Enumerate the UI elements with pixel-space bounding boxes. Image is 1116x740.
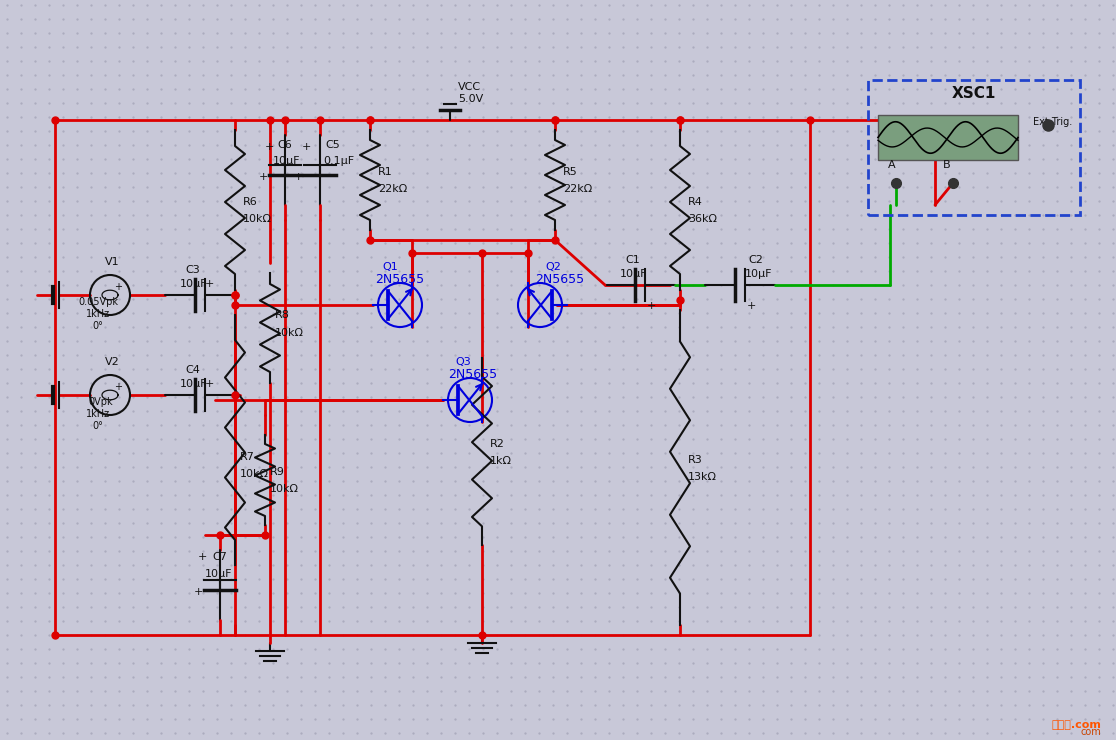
- Text: +: +: [198, 552, 208, 562]
- Text: VCC: VCC: [458, 82, 481, 92]
- Text: 36kΩ: 36kΩ: [687, 214, 716, 224]
- Text: +: +: [747, 301, 757, 311]
- Text: +: +: [264, 142, 275, 152]
- Text: R2: R2: [490, 439, 504, 449]
- Text: +: +: [205, 279, 214, 289]
- Text: 10μF: 10μF: [745, 269, 772, 279]
- Text: 0Vpk: 0Vpk: [88, 397, 113, 407]
- Text: +: +: [205, 379, 214, 389]
- Text: C4: C4: [185, 365, 200, 375]
- Text: 10μF: 10μF: [205, 569, 232, 579]
- Text: +: +: [294, 172, 304, 182]
- Text: V1: V1: [105, 257, 119, 267]
- Text: XSC1: XSC1: [952, 86, 997, 101]
- Text: +: +: [259, 172, 268, 182]
- Text: 10kΩ: 10kΩ: [240, 469, 269, 479]
- Text: A: A: [888, 160, 896, 170]
- Text: C1: C1: [625, 255, 639, 265]
- Text: R4: R4: [687, 197, 703, 207]
- Bar: [878, 115, 1018, 160]
- Text: 10μF: 10μF: [180, 279, 208, 289]
- Text: +: +: [647, 301, 656, 311]
- Text: 13kΩ: 13kΩ: [687, 472, 716, 482]
- Text: 10kΩ: 10kΩ: [270, 484, 299, 494]
- Text: C7: C7: [212, 552, 227, 562]
- Text: 0°: 0°: [92, 321, 103, 331]
- Text: R9: R9: [270, 467, 285, 477]
- Text: R8: R8: [275, 310, 290, 320]
- Text: Ext Trig.: Ext Trig.: [1033, 117, 1072, 127]
- Text: 10μF: 10μF: [180, 379, 208, 389]
- Text: 1kHz: 1kHz: [86, 309, 110, 319]
- Text: R1: R1: [378, 167, 393, 177]
- Text: +: +: [194, 587, 203, 597]
- Text: 22kΩ: 22kΩ: [378, 184, 407, 194]
- Text: R5: R5: [562, 167, 578, 177]
- Text: 22kΩ: 22kΩ: [562, 184, 593, 194]
- Text: com: com: [1080, 727, 1101, 737]
- Text: Q1: Q1: [382, 262, 397, 272]
- Text: R7: R7: [240, 452, 254, 462]
- Text: 0.05Vpk: 0.05Vpk: [78, 297, 118, 307]
- Text: +: +: [114, 282, 122, 292]
- Text: +: +: [114, 382, 122, 392]
- Text: R6: R6: [243, 197, 258, 207]
- Text: 10kΩ: 10kΩ: [243, 214, 272, 224]
- Text: C5: C5: [325, 140, 339, 150]
- Text: 2N5655: 2N5655: [448, 368, 497, 381]
- Text: C3: C3: [185, 265, 200, 275]
- Text: Q2: Q2: [545, 262, 561, 272]
- Text: 10μF: 10μF: [273, 156, 300, 166]
- Text: 5.0V: 5.0V: [458, 94, 483, 104]
- Text: +: +: [302, 142, 311, 152]
- Text: C6: C6: [277, 140, 291, 150]
- Text: 10kΩ: 10kΩ: [275, 328, 304, 338]
- Text: C2: C2: [748, 255, 763, 265]
- Text: B: B: [943, 160, 951, 170]
- Text: Q3: Q3: [455, 357, 471, 367]
- Text: 2N5655: 2N5655: [535, 273, 584, 286]
- Text: 1kΩ: 1kΩ: [490, 456, 512, 466]
- Text: 2N5655: 2N5655: [375, 273, 424, 286]
- Text: 接线图.com: 接线图.com: [1051, 720, 1101, 730]
- Bar: [868, 80, 1080, 215]
- Text: 0.1μF: 0.1μF: [323, 156, 354, 166]
- Text: 0°: 0°: [92, 421, 103, 431]
- Text: 10μF: 10μF: [620, 269, 647, 279]
- Text: 1kHz: 1kHz: [86, 409, 110, 419]
- Text: V2: V2: [105, 357, 119, 367]
- Text: R3: R3: [687, 455, 703, 465]
